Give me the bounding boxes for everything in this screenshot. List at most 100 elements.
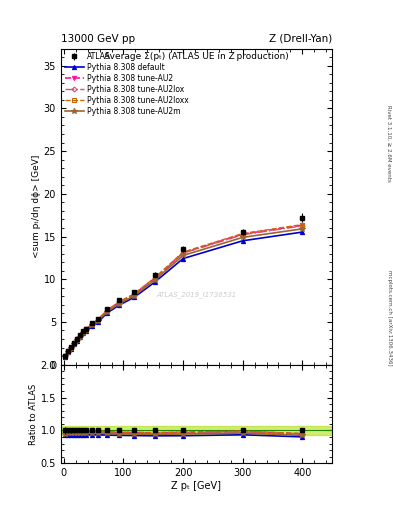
- Pythia 8.308 default: [78, 334, 83, 340]
- Pythia 8.308 tune-AU2loxx: [241, 230, 245, 237]
- Pythia 8.308 tune-AU2: [63, 353, 68, 359]
- Y-axis label: <sum pₜ/dη dϕ> [GeV]: <sum pₜ/dη dϕ> [GeV]: [32, 155, 41, 259]
- Pythia 8.308 tune-AU2lox: [117, 300, 121, 306]
- Pythia 8.308 tune-AU2loxx: [84, 326, 88, 332]
- Pythia 8.308 tune-AU2: [132, 291, 136, 297]
- Pythia 8.308 tune-AU2m: [300, 226, 305, 232]
- Pythia 8.308 tune-AU2m: [78, 333, 83, 339]
- Pythia 8.308 tune-AU2loxx: [117, 299, 121, 305]
- Pythia 8.308 tune-AU2loxx: [63, 353, 68, 359]
- Pythia 8.308 tune-AU2loxx: [96, 316, 101, 323]
- Text: Z (Drell-Yan): Z (Drell-Yan): [269, 33, 332, 44]
- Pythia 8.308 tune-AU2loxx: [105, 307, 110, 313]
- Pythia 8.308 tune-AU2: [152, 275, 157, 281]
- Y-axis label: Ratio to ATLAS: Ratio to ATLAS: [29, 383, 38, 444]
- Pythia 8.308 tune-AU2lox: [96, 317, 101, 323]
- Pythia 8.308 default: [105, 310, 110, 316]
- Pythia 8.308 default: [69, 346, 74, 352]
- X-axis label: Z pₜ [GeV]: Z pₜ [GeV]: [171, 481, 222, 491]
- Pythia 8.308 tune-AU2: [69, 345, 74, 351]
- Pythia 8.308 default: [152, 279, 157, 285]
- Pythia 8.308 default: [241, 238, 245, 244]
- Pythia 8.308 tune-AU2: [81, 329, 86, 335]
- Text: mcplots.cern.ch [arXiv:1306.3436]: mcplots.cern.ch [arXiv:1306.3436]: [387, 270, 391, 365]
- Pythia 8.308 tune-AU2loxx: [78, 333, 83, 339]
- Pythia 8.308 tune-AU2loxx: [181, 249, 185, 255]
- Pythia 8.308 tune-AU2loxx: [75, 336, 80, 342]
- Pythia 8.308 tune-AU2m: [90, 322, 95, 328]
- Pythia 8.308 tune-AU2m: [75, 337, 80, 343]
- Pythia 8.308 default: [75, 337, 80, 344]
- Pythia 8.308 tune-AU2loxx: [69, 345, 74, 351]
- Pythia 8.308 default: [63, 353, 68, 359]
- Line: Pythia 8.308 tune-AU2loxx: Pythia 8.308 tune-AU2loxx: [64, 223, 304, 358]
- Text: ATLAS_2019_I1736531: ATLAS_2019_I1736531: [156, 292, 237, 298]
- Pythia 8.308 tune-AU2: [241, 231, 245, 237]
- Pythia 8.308 default: [300, 229, 305, 235]
- Pythia 8.308 tune-AU2: [78, 333, 83, 339]
- Pythia 8.308 tune-AU2: [90, 321, 95, 327]
- Pythia 8.308 tune-AU2: [66, 348, 71, 354]
- Pythia 8.308 tune-AU2lox: [63, 353, 68, 359]
- Text: Rivet 3.1.10, ≥ 2.6M events: Rivet 3.1.10, ≥ 2.6M events: [387, 105, 391, 182]
- Line: Pythia 8.308 tune-AU2: Pythia 8.308 tune-AU2: [63, 223, 304, 358]
- Pythia 8.308 tune-AU2m: [152, 277, 157, 283]
- Pythia 8.308 tune-AU2m: [132, 293, 136, 299]
- Pythia 8.308 tune-AU2: [75, 336, 80, 343]
- Pythia 8.308 tune-AU2: [181, 250, 185, 256]
- Pythia 8.308 tune-AU2lox: [66, 349, 71, 355]
- Pythia 8.308 tune-AU2: [300, 222, 305, 228]
- Pythia 8.308 tune-AU2lox: [72, 340, 77, 346]
- Pythia 8.308 tune-AU2lox: [300, 223, 305, 229]
- Pythia 8.308 tune-AU2lox: [90, 321, 95, 327]
- Pythia 8.308 default: [181, 255, 185, 262]
- Pythia 8.308 tune-AU2loxx: [300, 222, 305, 228]
- Pythia 8.308 tune-AU2: [117, 299, 121, 305]
- Pythia 8.308 tune-AU2lox: [81, 329, 86, 335]
- Line: Pythia 8.308 tune-AU2lox: Pythia 8.308 tune-AU2lox: [64, 224, 304, 358]
- Pythia 8.308 tune-AU2lox: [78, 333, 83, 339]
- Pythia 8.308 tune-AU2lox: [69, 345, 74, 351]
- Pythia 8.308 tune-AU2loxx: [90, 321, 95, 327]
- Pythia 8.308 default: [81, 330, 86, 336]
- Pythia 8.308 default: [96, 319, 101, 325]
- Pythia 8.308 tune-AU2loxx: [66, 348, 71, 354]
- Pythia 8.308 tune-AU2m: [84, 327, 88, 333]
- Text: Average Σ(pₜ) (ATLAS UE in Z production): Average Σ(pₜ) (ATLAS UE in Z production): [104, 52, 289, 61]
- Pythia 8.308 tune-AU2m: [66, 349, 71, 355]
- Pythia 8.308 tune-AU2lox: [105, 308, 110, 314]
- Pythia 8.308 default: [117, 302, 121, 308]
- Pythia 8.308 tune-AU2: [105, 307, 110, 313]
- Legend: ATLAS, Pythia 8.308 default, Pythia 8.308 tune-AU2, Pythia 8.308 tune-AU2lox, Py: ATLAS, Pythia 8.308 default, Pythia 8.30…: [63, 51, 190, 118]
- Pythia 8.308 tune-AU2m: [117, 301, 121, 307]
- Pythia 8.308 tune-AU2loxx: [152, 274, 157, 281]
- Pythia 8.308 default: [84, 328, 88, 334]
- Pythia 8.308 tune-AU2: [84, 326, 88, 332]
- Pythia 8.308 tune-AU2m: [181, 252, 185, 259]
- Bar: [61, 426, 332, 435]
- Pythia 8.308 tune-AU2m: [241, 234, 245, 241]
- Pythia 8.308 tune-AU2m: [63, 353, 68, 359]
- Pythia 8.308 default: [90, 323, 95, 329]
- Pythia 8.308 tune-AU2loxx: [72, 340, 77, 346]
- Pythia 8.308 tune-AU2lox: [181, 250, 185, 257]
- Pythia 8.308 tune-AU2lox: [84, 326, 88, 332]
- Pythia 8.308 tune-AU2m: [81, 329, 86, 335]
- Pythia 8.308 tune-AU2m: [72, 340, 77, 347]
- Pythia 8.308 tune-AU2loxx: [132, 291, 136, 297]
- Pythia 8.308 tune-AU2lox: [152, 275, 157, 282]
- Pythia 8.308 default: [72, 341, 77, 347]
- Pythia 8.308 default: [66, 349, 71, 355]
- Pythia 8.308 tune-AU2lox: [241, 232, 245, 238]
- Pythia 8.308 tune-AU2: [72, 340, 77, 346]
- Pythia 8.308 tune-AU2lox: [132, 292, 136, 298]
- Pythia 8.308 tune-AU2m: [96, 317, 101, 324]
- Pythia 8.308 tune-AU2m: [105, 309, 110, 315]
- Pythia 8.308 default: [132, 294, 136, 301]
- Line: Pythia 8.308 default: Pythia 8.308 default: [63, 230, 304, 358]
- Pythia 8.308 tune-AU2: [96, 316, 101, 323]
- Pythia 8.308 tune-AU2lox: [75, 336, 80, 343]
- Text: 13000 GeV pp: 13000 GeV pp: [61, 33, 135, 44]
- Pythia 8.308 tune-AU2loxx: [81, 329, 86, 335]
- Line: Pythia 8.308 tune-AU2m: Pythia 8.308 tune-AU2m: [62, 226, 305, 359]
